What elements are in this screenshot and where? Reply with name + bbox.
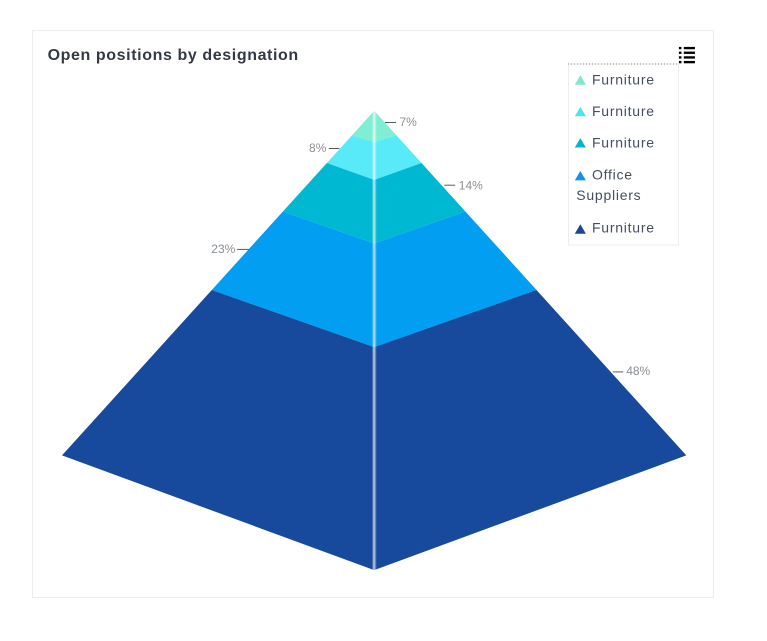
svg-text:23%: 23% bbox=[211, 242, 235, 256]
svg-text:Office: Office bbox=[592, 166, 633, 182]
svg-text:48%: 48% bbox=[626, 364, 650, 378]
svg-text:Furniture: Furniture bbox=[592, 219, 655, 235]
svg-text:Open positions by designation: Open positions by designation bbox=[48, 47, 299, 64]
svg-text:Furniture: Furniture bbox=[592, 71, 655, 87]
svg-text:Furniture: Furniture bbox=[592, 135, 655, 151]
svg-text:Furniture: Furniture bbox=[592, 103, 655, 119]
svg-text:14%: 14% bbox=[459, 178, 483, 192]
svg-text:8%: 8% bbox=[309, 141, 327, 155]
svg-text:7%: 7% bbox=[400, 115, 418, 129]
svg-text:Suppliers: Suppliers bbox=[576, 187, 641, 203]
